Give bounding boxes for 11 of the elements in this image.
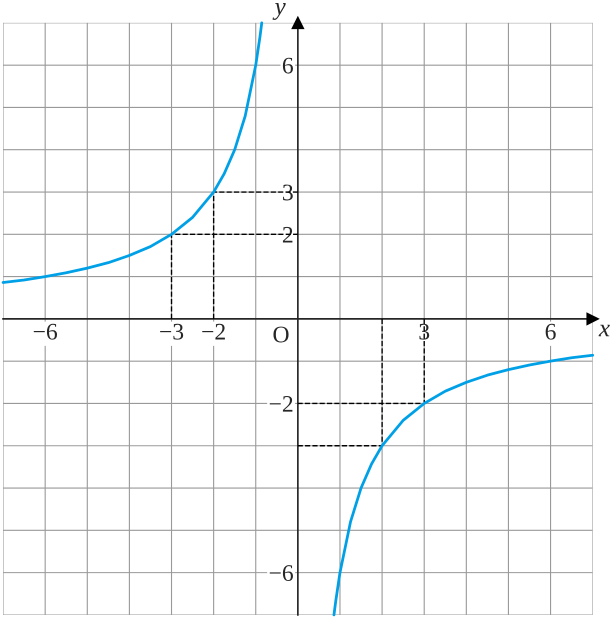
annotation: O xyxy=(273,326,289,342)
y-tick-label: −2 xyxy=(270,396,292,412)
x-tick-label: 3 xyxy=(419,324,430,340)
x-axis-title: x xyxy=(598,324,610,336)
y-tick-label: 6 xyxy=(282,58,293,74)
x-tick-label: −6 xyxy=(34,324,58,340)
x-tick-label: −2 xyxy=(202,324,225,340)
y-axis-title: y xyxy=(272,3,286,20)
x-tick-label: 6 xyxy=(546,324,556,340)
x-tick-label: −3 xyxy=(160,324,184,340)
y-tick-label: −6 xyxy=(270,565,293,582)
